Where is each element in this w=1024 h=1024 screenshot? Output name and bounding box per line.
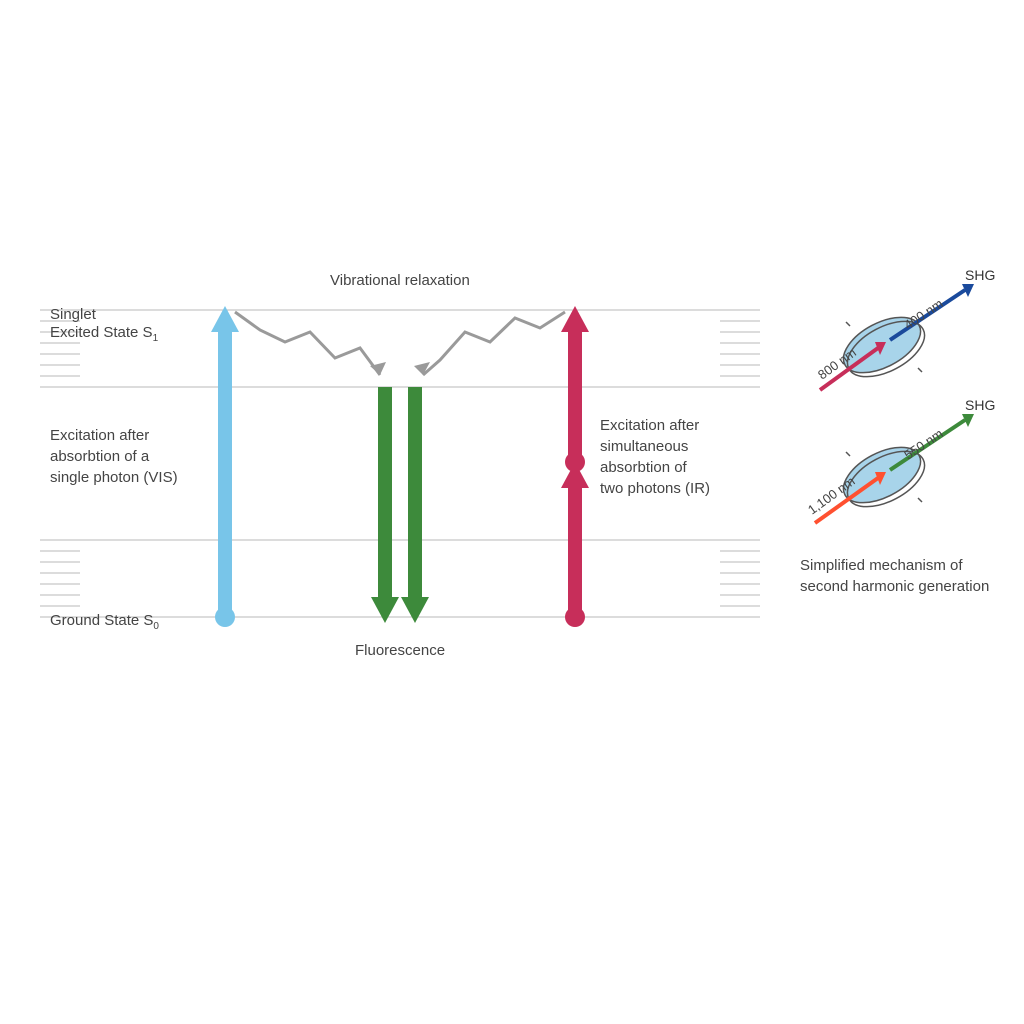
vibrational-label: Vibrational relaxation bbox=[330, 270, 470, 291]
shg-crystal-1: 800 nm 400 nm SHG bbox=[815, 270, 995, 390]
fluorescence-label: Fluorescence bbox=[355, 640, 445, 661]
shg-crystal-2: 1,100 nm 550 nm SHG bbox=[805, 397, 995, 523]
shg1-out-arrow: 400 nm bbox=[890, 284, 974, 340]
shg-label-1: SHG bbox=[965, 270, 995, 283]
shg-caption: Simplified mechanism of second harmonic … bbox=[800, 555, 989, 597]
two-photon-label: Excitation after simultaneous absorbtion… bbox=[600, 415, 710, 499]
shg2-out-label: 550 nm bbox=[901, 426, 945, 463]
shg-label-2: SHG bbox=[965, 397, 995, 413]
excited-state-label: Excited State S1 bbox=[50, 322, 158, 346]
single-photon-arrow bbox=[211, 306, 239, 627]
shg-svg: 800 nm 400 nm SHG bbox=[790, 270, 1000, 550]
ground-state-label: Ground State S0 bbox=[50, 610, 159, 634]
jablonski-diagram: Vibrational relaxation Singlet Excited S… bbox=[30, 270, 770, 690]
two-photon-arrow-bottom bbox=[561, 462, 589, 627]
shg-diagram: 800 nm 400 nm SHG bbox=[790, 270, 990, 690]
fluorescence-arrow-2 bbox=[401, 387, 429, 623]
shg2-out-arrow: 550 nm bbox=[890, 414, 974, 470]
two-photon-arrow-top bbox=[561, 306, 589, 472]
single-photon-label: Excitation after absorbtion of a single … bbox=[50, 425, 178, 488]
fluorescence-arrow-1 bbox=[371, 387, 399, 623]
shg1-out-label: 400 nm bbox=[901, 296, 945, 333]
